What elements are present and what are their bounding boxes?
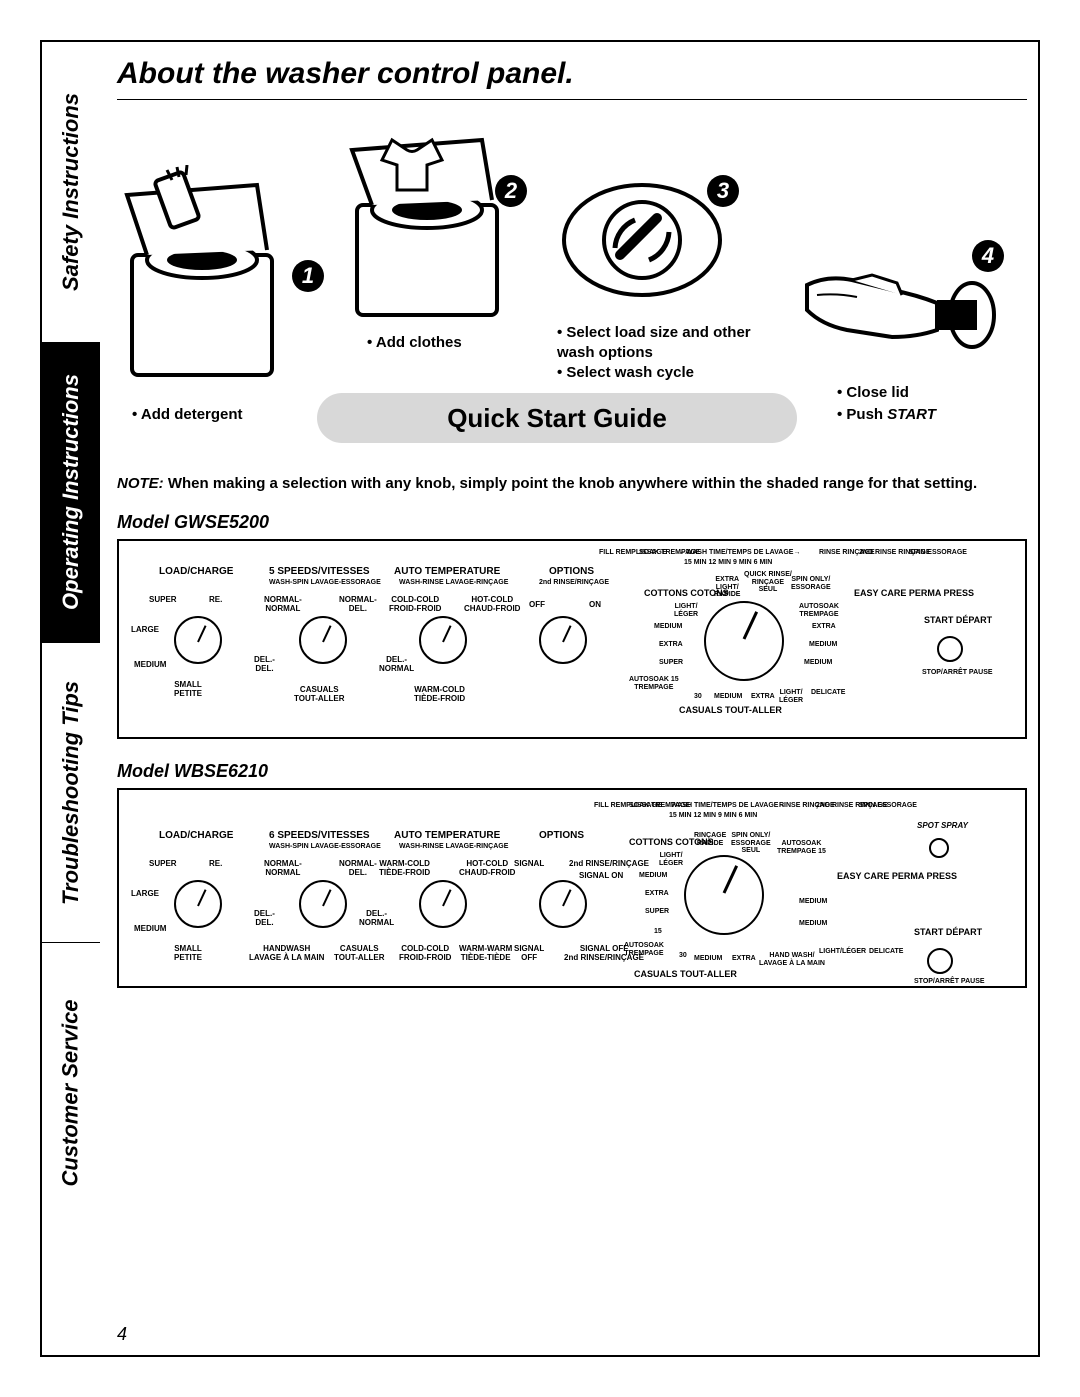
- page-frame: Safety Instructions Operating Instructio…: [40, 40, 1040, 1357]
- cycle-knob[interactable]: [704, 601, 784, 681]
- sidebar: Safety Instructions Operating Instructio…: [42, 42, 102, 1355]
- speed-knob-2[interactable]: [299, 880, 347, 928]
- knob-icon: [557, 170, 727, 310]
- step3-label-b: • Select wash cycle: [557, 363, 694, 383]
- step2-label: • Add clothes: [367, 333, 462, 353]
- quick-start-diagram: 1 • Add detergent 2 • Add clothes: [117, 125, 1027, 445]
- tab-label: Troubleshooting Tips: [58, 680, 84, 904]
- step3-label-a: • Select load size and other wash option…: [557, 323, 757, 362]
- control-panel-wbse6210: LOAD/CHARGE 6 SPEEDS/VITESSES AUTO TEMPE…: [117, 788, 1027, 988]
- tab-troubleshooting: Troubleshooting Tips: [42, 642, 100, 942]
- tab-customer-service: Customer Service: [42, 942, 100, 1242]
- page-title: About the washer control panel.: [117, 57, 1027, 100]
- cycle-knob-2[interactable]: [684, 855, 764, 935]
- temp-knob[interactable]: [419, 616, 467, 664]
- quick-start-pill: Quick Start Guide: [317, 393, 797, 443]
- step-badge-3: 3: [707, 175, 739, 207]
- tab-label: Operating Instructions: [58, 374, 84, 610]
- model-heading-2: Model WBSE6210: [117, 761, 1027, 782]
- washer-detergent-icon: [117, 165, 297, 385]
- main-content: About the washer control panel. 1 • Add: [117, 57, 1027, 988]
- washer-clothes-icon: [342, 135, 512, 325]
- options-knob-2[interactable]: [539, 880, 587, 928]
- start-button-2[interactable]: [927, 948, 953, 974]
- load-knob-2[interactable]: [174, 880, 222, 928]
- note-text: NOTE: When making a selection with any k…: [117, 475, 1027, 492]
- step-badge-2: 2: [495, 175, 527, 207]
- speed-knob[interactable]: [299, 616, 347, 664]
- load-knob[interactable]: [174, 616, 222, 664]
- tab-label: Customer Service: [58, 999, 84, 1186]
- step4-label-a: • Close lid: [837, 383, 909, 403]
- options-knob[interactable]: [539, 616, 587, 664]
- control-panel-gwse5200: LOAD/CHARGE 5 SPEEDS/VITESSES AUTO TEMPE…: [117, 539, 1027, 739]
- tab-label: Safety Instructions: [58, 93, 84, 291]
- tab-safety: Safety Instructions: [42, 42, 100, 342]
- step4-label-b: • Push START: [837, 405, 936, 425]
- tab-operating: Operating Instructions: [42, 342, 100, 642]
- step1-label: • Add detergent: [132, 405, 243, 425]
- temp-knob-2[interactable]: [419, 880, 467, 928]
- spot-spray-button[interactable]: [929, 838, 949, 858]
- step-badge-4: 4: [972, 240, 1004, 272]
- model-heading-1: Model GWSE5200: [117, 512, 1027, 533]
- start-button[interactable]: [937, 636, 963, 662]
- step-badge-1: 1: [292, 260, 324, 292]
- page-number: 4: [117, 1324, 127, 1345]
